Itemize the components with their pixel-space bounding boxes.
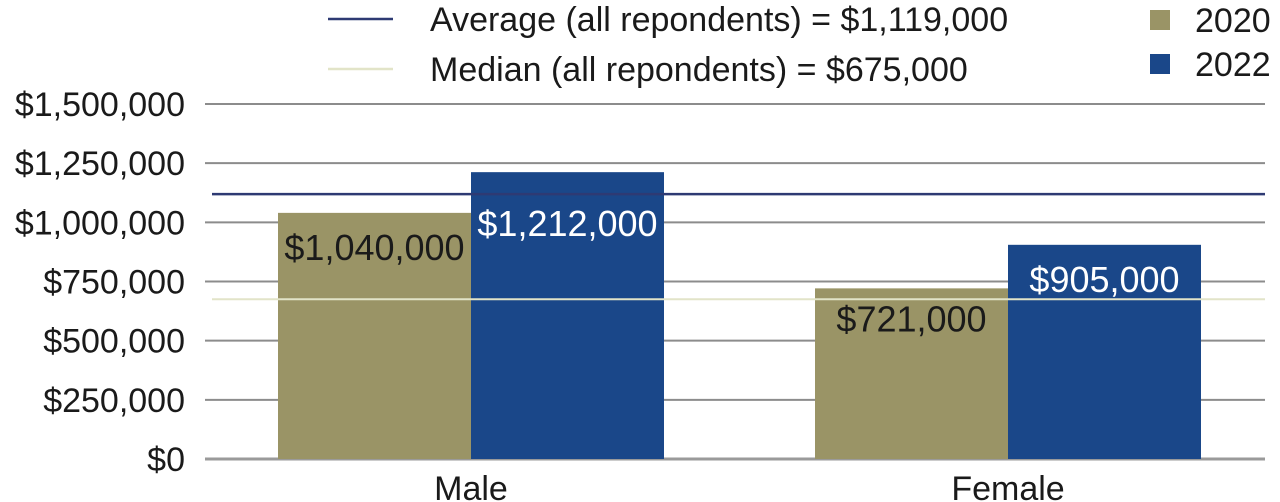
data-label-2022-female: $905,000 — [1029, 259, 1179, 300]
bar-2022-male — [471, 172, 664, 459]
y-tick-label: $1,250,000 — [15, 145, 185, 183]
legend-label-2020: 2020 — [1195, 2, 1271, 40]
y-tick-label: $1,500,000 — [15, 86, 185, 124]
bar-2022-female — [1008, 244, 1201, 459]
y-tick-label: $750,000 — [43, 264, 185, 302]
reference-lines — [212, 192, 1265, 301]
bars — [278, 172, 1201, 459]
data-label-2020-male: $1,040,000 — [284, 227, 464, 268]
y-tick-label: $250,000 — [43, 382, 185, 420]
y-tick-label: $1,000,000 — [15, 204, 185, 242]
data-labels: $1,040,000 $721,000 $1,212,000 $905,000 — [284, 203, 1179, 339]
legend-label-2022: 2022 — [1195, 46, 1271, 84]
bar-2020-male — [278, 212, 471, 459]
x-category-label: Female — [951, 470, 1064, 502]
y-axis-ticks: $0 $250,000 $500,000 $750,000 $1,000,000 $1,2… — [15, 86, 185, 479]
y-tick-label: $500,000 — [43, 323, 185, 361]
bar-2020-female — [815, 288, 1008, 459]
x-axis-categories: Male Female — [434, 470, 1065, 502]
legend: Average (all repondents) = $1,119,000 Med… — [328, 1, 1271, 89]
legend-swatch-2020 — [1150, 10, 1170, 30]
legend-swatch-2022 — [1150, 54, 1170, 74]
legend-average-label: Average (all repondents) = $1,119,000 — [430, 1, 1008, 39]
y-tick-label: $0 — [147, 441, 185, 479]
x-category-label: Male — [434, 470, 508, 502]
legend-median-label: Median (all repondents) = $675,000 — [430, 51, 968, 89]
data-label-2020-female: $721,000 — [836, 298, 986, 339]
data-label-2022-male: $1,212,000 — [477, 203, 657, 244]
